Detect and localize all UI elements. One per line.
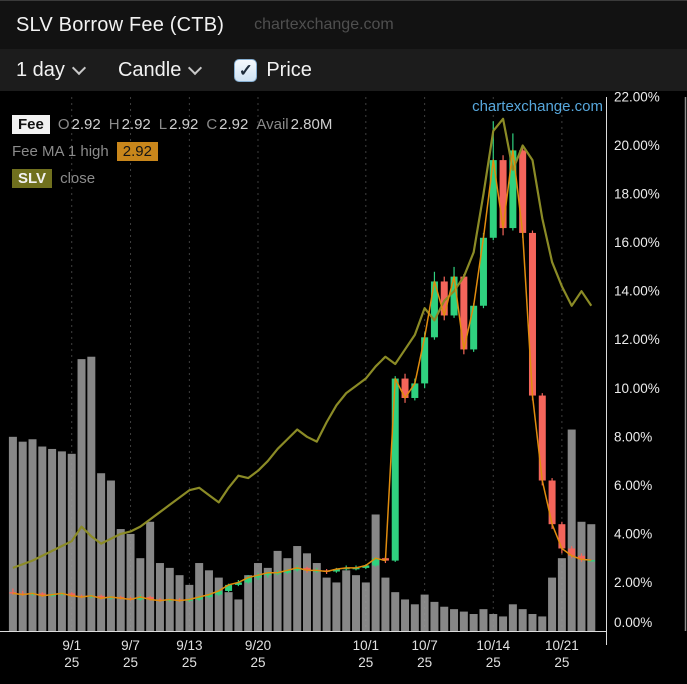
avail-volume-bars bbox=[8, 356, 596, 631]
svg-text:9/13: 9/13 bbox=[176, 638, 202, 653]
page-title: SLV Borrow Fee (CTB) bbox=[16, 13, 225, 36]
svg-text:9/7: 9/7 bbox=[121, 638, 140, 653]
svg-text:2.00%: 2.00% bbox=[614, 575, 652, 590]
svg-text:25: 25 bbox=[417, 655, 432, 670]
header-watermark: chartexchange.com bbox=[254, 16, 394, 33]
slv-series-label: close bbox=[60, 170, 96, 187]
check-icon: ✓ bbox=[238, 60, 253, 80]
legend-fee-row: Fee O 2.92 H 2.92 L 2.92 C 2.92 Avail 2.80M bbox=[12, 115, 332, 134]
legend: Fee O 2.92 H 2.92 L 2.92 C 2.92 Avail 2.80M F… bbox=[12, 115, 332, 188]
svg-text:20.00%: 20.00% bbox=[614, 138, 660, 153]
svg-text:25: 25 bbox=[123, 655, 138, 670]
ohlc-high: H 2.92 bbox=[108, 116, 151, 133]
svg-text:8.00%: 8.00% bbox=[614, 429, 652, 444]
svg-text:12.00%: 12.00% bbox=[614, 332, 660, 347]
chevron-down-icon bbox=[188, 60, 203, 75]
svg-text:16.00%: 16.00% bbox=[614, 235, 660, 250]
chart-type-dropdown[interactable]: Candle bbox=[117, 58, 203, 82]
svg-text:10/7: 10/7 bbox=[411, 638, 437, 653]
svg-text:25: 25 bbox=[250, 655, 265, 670]
svg-text:14.00%: 14.00% bbox=[614, 284, 660, 299]
svg-text:25: 25 bbox=[358, 655, 373, 670]
svg-text:9/1: 9/1 bbox=[62, 638, 81, 653]
chart-watermark: chartexchange.com bbox=[472, 98, 603, 115]
toolbar: 1 day Candle ✓ Price bbox=[0, 49, 687, 91]
svg-text:10/21: 10/21 bbox=[545, 638, 579, 653]
x-axis-labels: 9/1 25 9/7 25 9/13 25 9/20 25 10/1 25 10/7 25 10/14 2… bbox=[62, 638, 578, 670]
svg-text:25: 25 bbox=[554, 655, 569, 670]
svg-text:6.00%: 6.00% bbox=[614, 478, 652, 493]
svg-text:25: 25 bbox=[64, 655, 79, 670]
chevron-down-icon bbox=[71, 60, 87, 75]
price-toggle[interactable]: ✓ Price bbox=[234, 58, 312, 82]
fee-series-badge: Fee bbox=[12, 115, 50, 134]
header: SLV Borrow Fee (CTB) chartexchange.com bbox=[0, 1, 687, 49]
ma-label: Fee MA 1 high bbox=[12, 143, 109, 160]
legend-ma-row: Fee MA 1 high 2.92 bbox=[12, 142, 332, 161]
ohlc-close: C 2.92 bbox=[206, 116, 249, 133]
price-label: Price bbox=[266, 58, 312, 81]
candlestick-chart[interactable]: 22.00% 20.00% 18.00% 16.00% 14.00% 12.00% 10.0… bbox=[0, 91, 687, 684]
legend-slv-row: SLV close bbox=[12, 169, 332, 188]
slv-close-line bbox=[12, 117, 593, 569]
axes bbox=[0, 97, 687, 645]
y-axis-labels: 22.00% 20.00% 18.00% 16.00% 14.00% 12.00% 10.0… bbox=[614, 91, 660, 630]
ohlc-low: L 2.92 bbox=[158, 116, 199, 133]
chart-area[interactable]: 22.00% 20.00% 18.00% 16.00% 14.00% 12.00% 10.0… bbox=[0, 91, 687, 684]
svg-text:25: 25 bbox=[182, 655, 197, 670]
avail-value: Avail 2.80M bbox=[256, 116, 333, 133]
fee-ma-line bbox=[12, 149, 592, 602]
interval-value: 1 day bbox=[16, 58, 65, 81]
svg-text:18.00%: 18.00% bbox=[614, 187, 660, 202]
interval-dropdown[interactable]: 1 day bbox=[16, 58, 87, 82]
svg-text:10/1: 10/1 bbox=[353, 638, 379, 653]
svg-text:0.00%: 0.00% bbox=[614, 615, 652, 630]
svg-text:10/14: 10/14 bbox=[476, 638, 510, 653]
svg-text:25: 25 bbox=[486, 655, 501, 670]
svg-text:22.00%: 22.00% bbox=[614, 91, 660, 105]
svg-text:9/20: 9/20 bbox=[245, 638, 271, 653]
ohlc-open: O 2.92 bbox=[57, 116, 101, 133]
chart-type-value: Candle bbox=[117, 58, 182, 81]
slv-series-badge: SLV bbox=[12, 169, 53, 188]
ma-value-badge: 2.92 bbox=[116, 142, 158, 161]
price-checkbox[interactable]: ✓ bbox=[234, 58, 258, 82]
svg-text:10.00%: 10.00% bbox=[614, 381, 660, 396]
svg-text:4.00%: 4.00% bbox=[614, 526, 652, 541]
